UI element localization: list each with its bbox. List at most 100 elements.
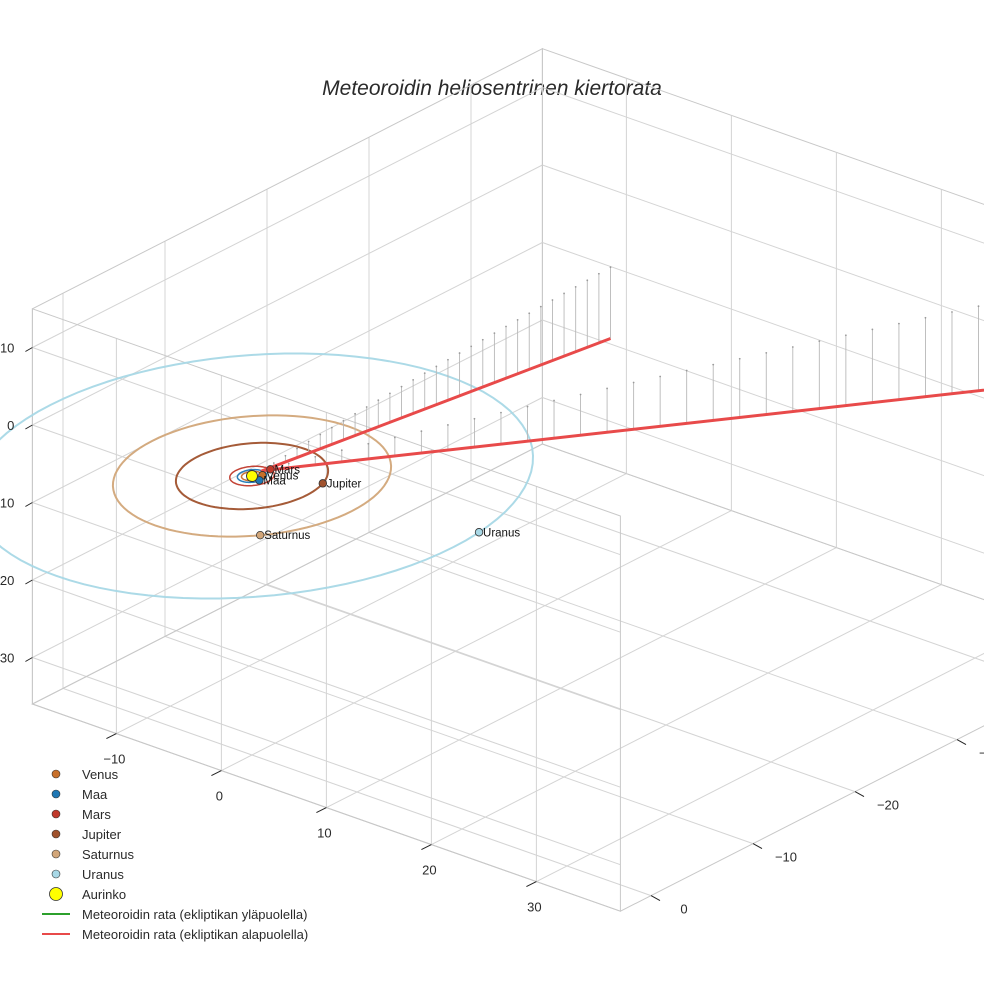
legend-item[interactable]: Uranus [51,867,124,882]
z-tick-label: −20 [0,573,14,588]
drop-line-tip [500,411,502,414]
legend-item[interactable]: Meteoroidin rata (ekliptikan alapuolella… [42,927,308,942]
floor-grid-line [164,635,754,845]
legend-marker-swatch [51,869,61,879]
drop-line-tip [423,372,426,375]
drop-line-tip [632,381,635,384]
z-tick-label: −10 [0,496,14,511]
legend-item[interactable]: Aurinko [49,887,127,902]
legend-item[interactable]: Venus [51,767,119,782]
wall-grid-line [542,87,984,244]
floor-grid-line [368,531,958,741]
meteoroid-path-layer [260,337,984,473]
drop-line-tip [473,417,476,420]
wall-grid-line [542,164,984,322]
legend-label: Mars [82,807,111,822]
drop-line-tip [606,387,608,390]
drop-line-tip [977,305,980,308]
y-tick-label: 0 [680,902,687,917]
legend-item[interactable]: Maa [51,787,108,802]
drop-line-tip [924,316,927,319]
x-tick-mark [316,807,327,814]
x-tick-mark [211,770,222,777]
drop-line-tip [844,334,847,337]
chart-title: Meteoroidin heliosentrinen kiertorata [322,77,662,100]
drop-line-tip [284,454,287,457]
drop-line-tip [539,305,542,308]
legend-marker-swatch [51,829,61,839]
drop-line-tip [574,285,577,288]
drop-line-tip [377,399,380,402]
drop-line-tip [818,340,821,343]
x-tick-label: −10 [103,752,125,767]
drop-line-tip [481,338,484,341]
legend-item[interactable]: Jupiter [51,827,122,842]
drop-line-tip [553,399,555,402]
drop-line-tip [659,375,662,378]
drop-line-tip [389,392,391,395]
drop-line-tip [526,405,529,408]
legend[interactable]: Venus Maa Mars Jupiter Saturnus Uranus Aurinko… [42,767,308,942]
y-tick-label: −30 [979,746,984,761]
side-wall-frame [31,308,621,912]
legend-item[interactable]: Saturnus [51,847,135,862]
planet-label-venus: Venus [266,470,298,482]
floor-grid-line [62,687,652,897]
drop-line-layer [272,266,980,468]
x-tick-label: 20 [422,863,436,878]
wall-grid-line [32,242,543,503]
legend-label: Venus [82,767,119,782]
orbit-saturnus [111,414,393,538]
y-tick-mark [854,791,865,798]
z-tick-label: −30 [0,651,14,666]
planet-marker-uranus [474,528,484,537]
drop-line-tip [354,412,356,415]
drop-line-tip [287,462,290,465]
legend-item[interactable]: Meteoroidin rata (ekliptikan yläpuolella… [42,907,307,922]
drop-line-tip [505,325,507,328]
right-wall-frame [541,47,984,601]
floor-grid-line [431,584,942,846]
drop-line-tip [400,385,403,388]
drop-line-tip [314,455,317,458]
drop-line-tip [340,449,343,452]
wall-grid-line [32,657,621,866]
drop-line-tip [393,436,396,439]
drop-line-tip [516,318,519,321]
y-tick-label: −10 [775,850,797,865]
legend-label: Saturnus [82,847,135,862]
drop-line-tip [791,346,794,348]
drop-line-tip [420,430,423,433]
floor-frame [31,443,984,912]
drop-line-tip [307,440,310,443]
planet-label-saturnus: Saturnus [264,530,310,542]
drop-line-tip [551,299,554,301]
drop-line-tip [296,447,298,450]
drop-line-tip [367,442,370,445]
wall-grid-line [32,87,543,348]
legend-item[interactable]: Mars [51,807,111,822]
drop-line-tip [342,419,345,422]
legend-label: Meteoroidin rata (ekliptikan yläpuolella… [82,907,307,922]
z-tick-mark [25,424,33,430]
wall-grid-line [32,319,543,581]
legend-marker-swatch [51,809,61,819]
planet-marker-jupiter [318,479,327,488]
drop-line-tip [528,312,531,315]
drop-line-tip [458,352,461,354]
x-tick-label: 0 [216,789,223,804]
wall-grid-line [542,242,984,399]
z-tick-label: 10 [0,341,14,356]
planet-label-uranus: Uranus [483,527,520,539]
drop-line-tip [609,266,612,269]
sun-marker [246,470,258,482]
drop-line-tip [412,378,415,381]
drop-line-tip [435,365,438,368]
legend-marker-swatch [51,849,61,859]
legend-marker-swatch [51,789,61,799]
legend-label: Meteoroidin rata (ekliptikan alapuolella… [82,927,308,942]
planet-marker-saturnus [256,530,265,540]
